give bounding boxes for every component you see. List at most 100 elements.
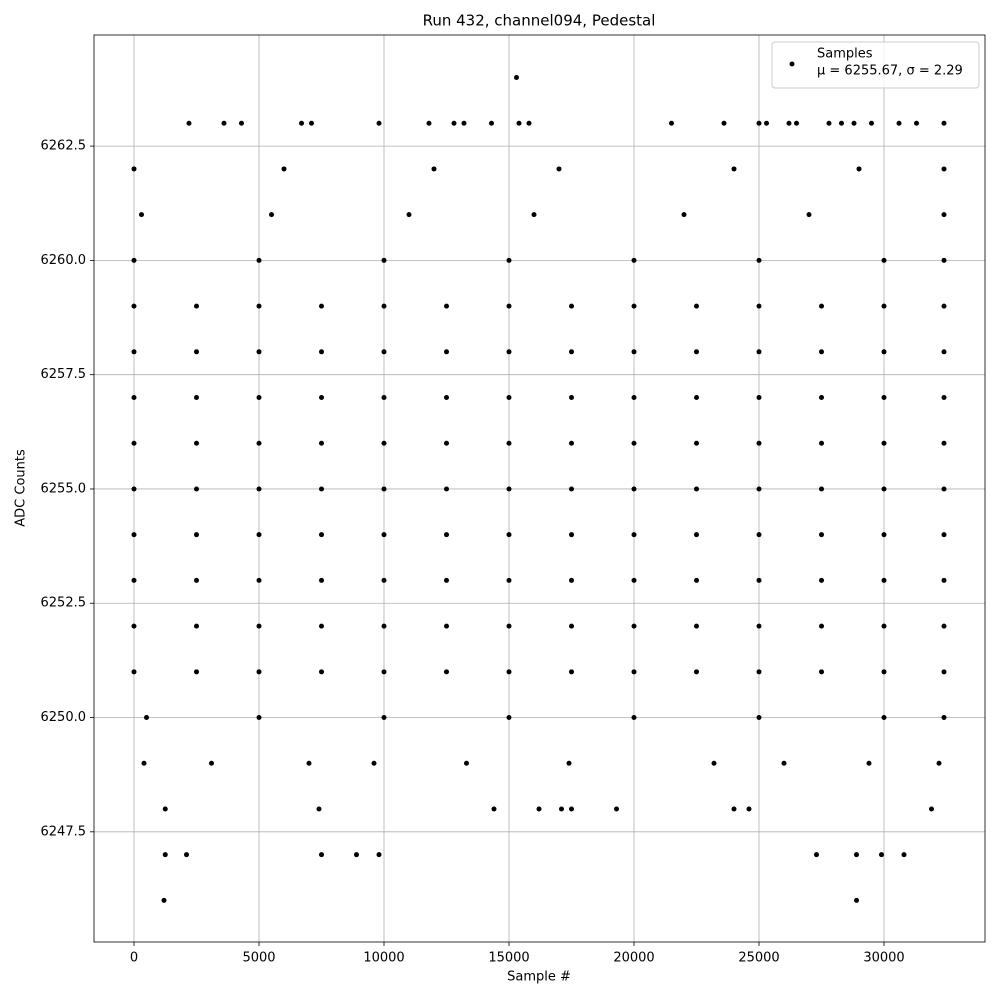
point (631, 486, 637, 492)
point (319, 852, 324, 858)
point (256, 532, 262, 538)
point (569, 806, 574, 812)
point (256, 349, 262, 355)
point (941, 120, 947, 126)
point (239, 120, 244, 126)
point (819, 440, 824, 446)
point (941, 303, 947, 309)
point (569, 577, 574, 583)
point (506, 395, 512, 401)
point (756, 532, 762, 538)
point (319, 623, 324, 629)
point (756, 440, 762, 446)
point (131, 349, 137, 355)
point (526, 120, 532, 126)
point (194, 395, 199, 401)
point (316, 806, 322, 812)
point (131, 257, 137, 263)
point (929, 806, 934, 812)
point (506, 257, 512, 263)
point (569, 395, 574, 401)
point (881, 395, 887, 401)
point (256, 623, 262, 629)
point (319, 486, 324, 492)
point (756, 303, 762, 309)
y-axis-label: ADC Counts (14, 449, 29, 527)
point (856, 166, 862, 172)
point (186, 120, 192, 126)
point (819, 577, 824, 583)
point (194, 623, 199, 629)
point (309, 120, 314, 126)
point (631, 257, 637, 263)
point (444, 623, 449, 629)
point (319, 440, 324, 446)
point (756, 715, 762, 721)
point (794, 120, 799, 126)
point (194, 486, 199, 492)
point (184, 852, 189, 858)
point (256, 577, 262, 583)
point (814, 852, 819, 858)
point (566, 760, 572, 766)
point (194, 349, 199, 355)
point (711, 760, 717, 766)
point (451, 120, 457, 126)
legend-box (771, 41, 980, 89)
point (381, 440, 387, 446)
point (569, 623, 574, 629)
point (559, 806, 564, 812)
point (631, 715, 637, 721)
point (569, 303, 574, 309)
point (694, 395, 699, 401)
point (819, 395, 824, 401)
point (669, 120, 674, 126)
point (256, 395, 262, 401)
point (444, 440, 449, 446)
point (631, 532, 637, 538)
point (506, 669, 512, 675)
point (731, 806, 737, 812)
point (141, 760, 147, 766)
point (694, 623, 699, 629)
point (631, 669, 637, 675)
point (431, 166, 437, 172)
point (506, 623, 512, 629)
point (256, 669, 262, 675)
point (131, 669, 137, 675)
point (854, 897, 859, 903)
point (694, 669, 699, 675)
point (444, 349, 449, 355)
point (269, 212, 274, 218)
point (381, 303, 387, 309)
point (631, 395, 637, 401)
point (866, 760, 872, 766)
point (819, 669, 824, 675)
point (756, 577, 762, 583)
point (914, 120, 919, 126)
point (426, 120, 432, 126)
x-tick-label: 10000 (363, 951, 404, 966)
point (256, 257, 262, 263)
point (444, 669, 449, 675)
point (694, 532, 699, 538)
point (531, 212, 537, 218)
point (131, 303, 137, 309)
point (819, 486, 824, 492)
point (506, 303, 512, 309)
point (614, 806, 619, 812)
point (131, 577, 137, 583)
point (569, 349, 574, 355)
point (506, 577, 512, 583)
point (319, 349, 324, 355)
point (901, 852, 907, 858)
point (381, 715, 387, 721)
point (746, 806, 752, 812)
point (941, 212, 947, 218)
point (941, 349, 947, 355)
point (631, 577, 637, 583)
point (941, 715, 947, 721)
point (881, 257, 887, 263)
point (694, 577, 699, 583)
